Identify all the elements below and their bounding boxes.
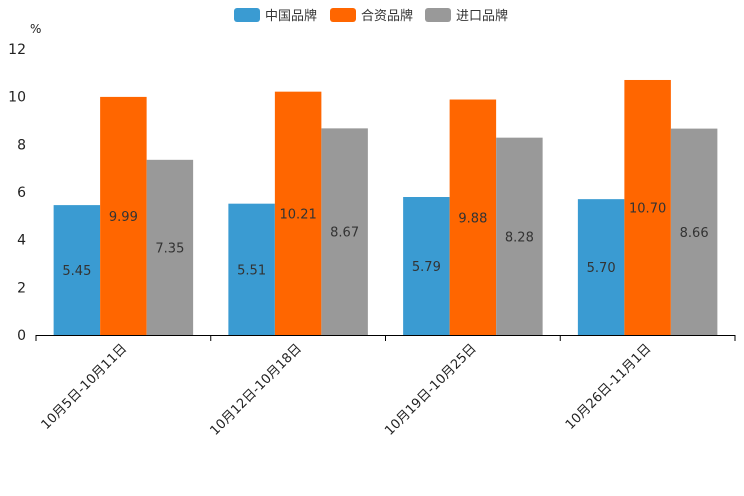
- y-tick-label: 12: [8, 42, 26, 58]
- x-category-label-3: 10月26日-11月1日: [563, 341, 655, 433]
- bar-3-2: [670, 128, 718, 335]
- data-label-2-1: 9.88: [458, 211, 487, 226]
- legend: 中国品牌 合资品牌 进口品牌: [234, 8, 508, 24]
- y-tick-label: 10: [8, 90, 26, 106]
- data-label-1-1: 10.21: [280, 207, 317, 222]
- legend-swatch-2: [425, 8, 451, 22]
- data-label-0-1: 9.99: [109, 210, 138, 225]
- y-axis-unit: %: [30, 22, 41, 36]
- data-label-3-2: 8.66: [680, 226, 709, 241]
- y-tick-label: 0: [17, 328, 26, 344]
- data-label-0-2: 7.35: [155, 241, 184, 256]
- data-label-3-0: 5.70: [587, 261, 616, 276]
- data-labels: 5.45 9.99 7.35 5.51 10.21 8.67 5.79 9.88 8.28 5.7…: [62, 201, 708, 279]
- data-label-2-0: 5.79: [412, 260, 441, 275]
- bar-3-0: [577, 199, 625, 335]
- data-label-1-2: 8.67: [330, 226, 359, 241]
- bar-2-2: [496, 137, 543, 335]
- y-axis: 0 2 4 6 8 10 12: [8, 42, 26, 344]
- x-category-label-0: 10月5日-10月11日: [39, 341, 131, 433]
- y-tick-label: 6: [17, 185, 26, 201]
- y-tick-label: 4: [17, 233, 26, 249]
- legend-swatch-0: [234, 8, 260, 22]
- x-category-label-1: 10月12日-10月18日: [207, 341, 304, 438]
- bar-2-0: [403, 197, 450, 335]
- bar-0-1: [100, 96, 147, 335]
- bar-3-1: [624, 79, 671, 335]
- y-tick-label: 8: [17, 137, 26, 153]
- legend-swatch-1: [330, 8, 356, 22]
- bar-1-2: [321, 128, 368, 335]
- bar-0-0: [53, 205, 101, 335]
- bar-1-1: [274, 91, 322, 335]
- data-label-1-0: 5.51: [237, 263, 266, 278]
- legend-label-0: 中国品牌: [265, 8, 317, 24]
- bar-1-0: [228, 203, 275, 335]
- data-label-3-1: 10.70: [629, 201, 666, 216]
- x-axis: 10月5日-10月11日 10月12日-10月18日 10月19日-10月25日 10…: [35, 335, 736, 439]
- legend-label-1: 合资品牌: [361, 8, 413, 24]
- x-category-label-2: 10月19日-10月25日: [382, 341, 479, 438]
- data-label-0-0: 5.45: [62, 264, 91, 279]
- legend-label-2: 进口品牌: [456, 8, 508, 24]
- bars: [53, 79, 718, 335]
- bar-2-1: [449, 99, 497, 335]
- y-tick-label: 2: [17, 280, 26, 296]
- data-label-2-2: 8.28: [505, 230, 534, 245]
- bar-0-2: [146, 159, 194, 335]
